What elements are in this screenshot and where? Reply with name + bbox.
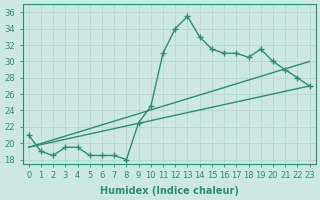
X-axis label: Humidex (Indice chaleur): Humidex (Indice chaleur) — [100, 186, 238, 196]
